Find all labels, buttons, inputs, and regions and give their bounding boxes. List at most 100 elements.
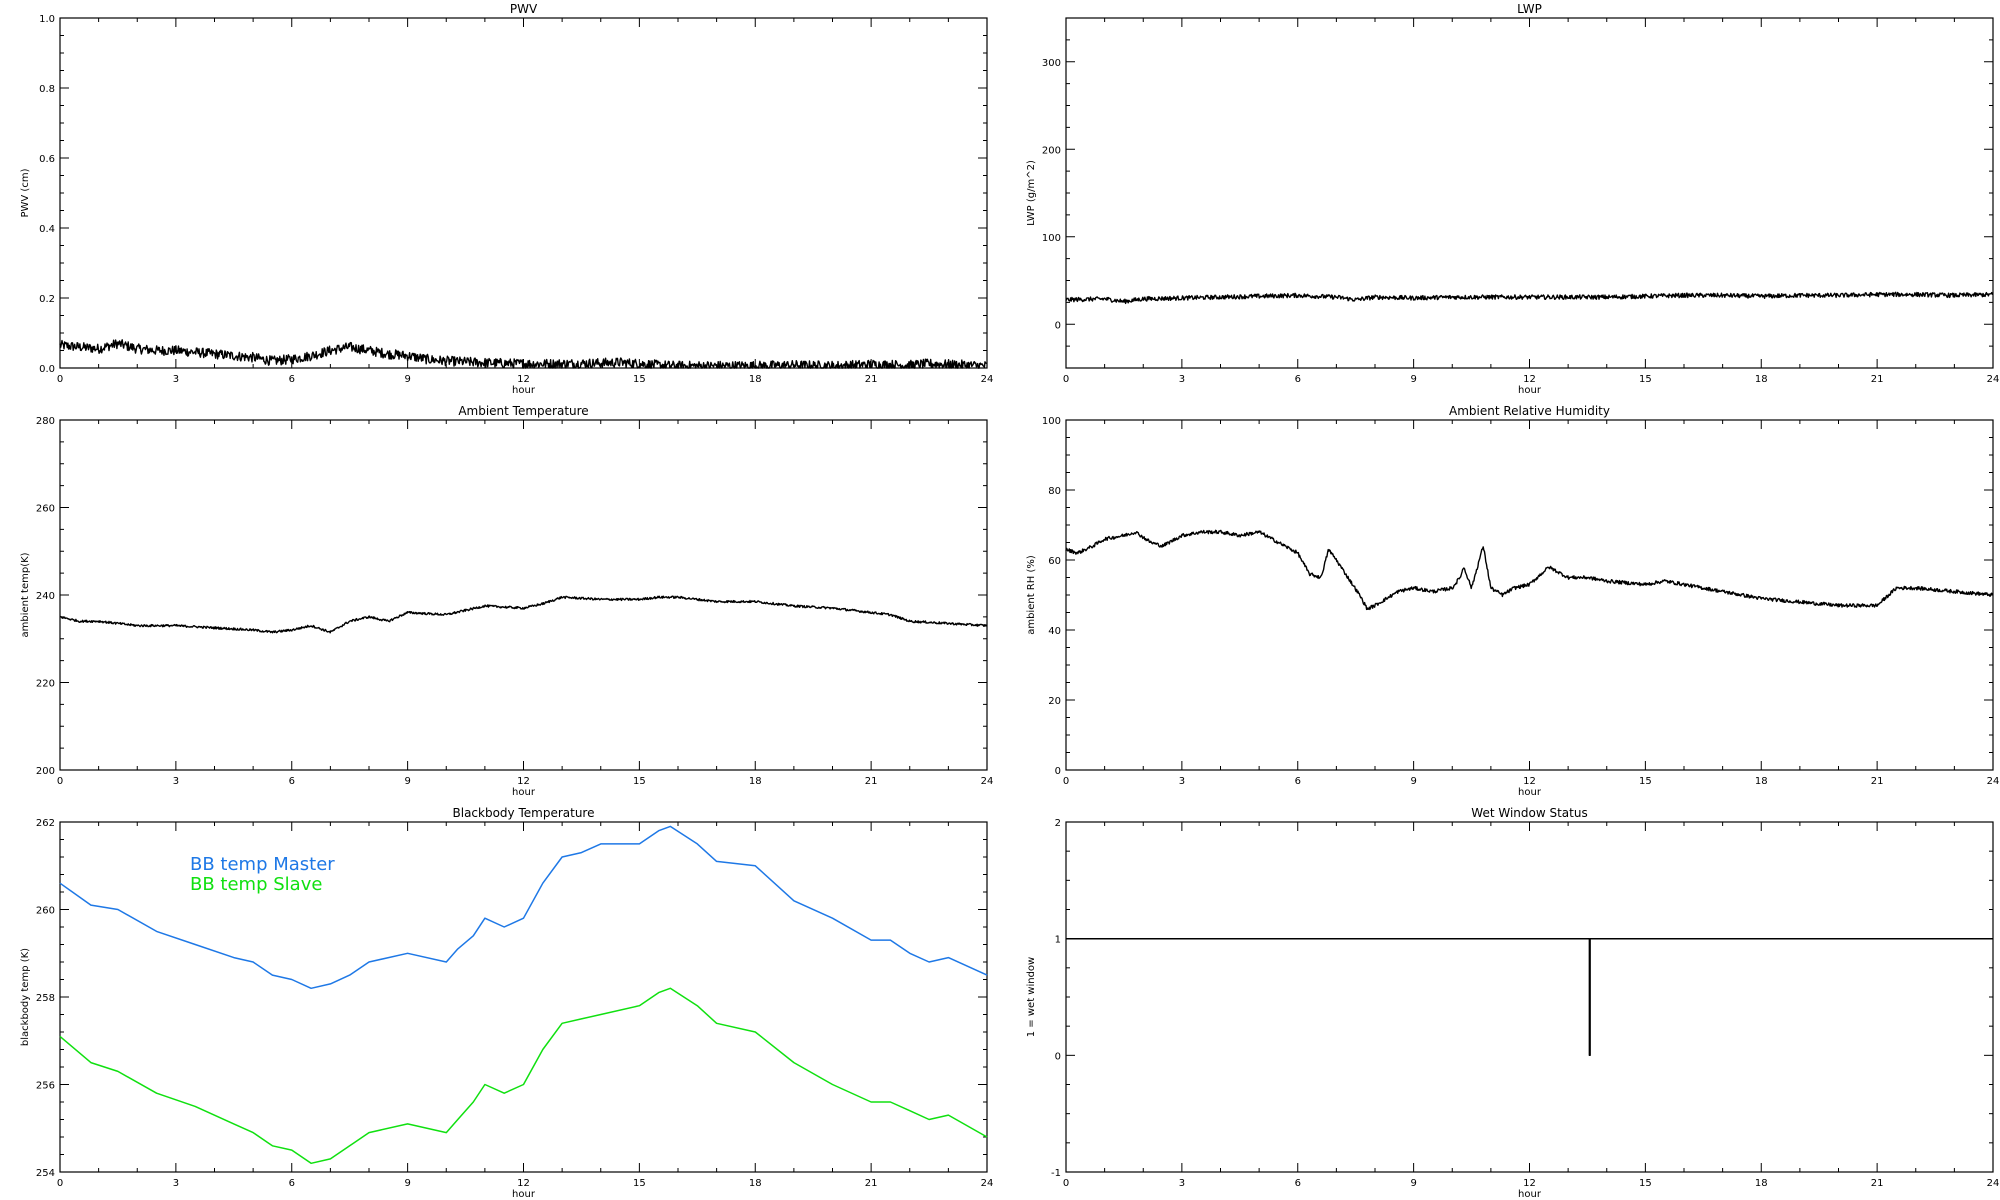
- x-tick-label: 15: [1639, 374, 1652, 385]
- x-tick-label: 24: [1987, 776, 2000, 787]
- x-tick-label: 24: [981, 776, 994, 787]
- x-tick-label: 3: [173, 776, 179, 787]
- chart-lwp: 0 3 6 9 12 15 18 21 24 0 100 200 300 LWP hour LWP (g/m^…: [1026, 2, 1999, 396]
- chart-pwv: 0 3 6 9 12 15 18 21 24 0.0 0.2 0.4 0.6 0.8 1.0 PWV hour P…: [20, 2, 993, 396]
- x-tick-label: 6: [1295, 776, 1301, 787]
- x-axis-label: hour: [512, 787, 536, 798]
- x-tick-label: 24: [1987, 374, 2000, 385]
- y-axis-label: 1 = wet window: [1026, 957, 1037, 1037]
- x-axis-label: hour: [1518, 787, 1542, 798]
- x-tick-label: 21: [865, 374, 878, 385]
- x-tick-label: 21: [1871, 1178, 1884, 1189]
- y-tick-label: 260: [36, 504, 55, 515]
- y-tick-label: 80: [1048, 486, 1061, 497]
- legend-entry: BB temp Slave: [190, 874, 322, 895]
- y-tick-label: 0: [1055, 1051, 1061, 1062]
- y-tick-label: 0: [1055, 320, 1061, 331]
- y-tick-label: 100: [1042, 233, 1061, 244]
- y-tick-label: 262: [36, 818, 55, 829]
- y-axis-label: ambient RH (%): [1026, 555, 1037, 635]
- y-tick-label: 200: [36, 766, 55, 777]
- y-tick-label: 280: [36, 416, 55, 427]
- plot-frame: [59, 419, 988, 771]
- x-tick-label: 18: [749, 374, 762, 385]
- x-tick-label: 24: [981, 1178, 994, 1189]
- y-axis-label: ambient temp(K): [20, 552, 31, 637]
- chart-title: PWV: [510, 2, 538, 16]
- x-tick-label: 9: [1410, 776, 1416, 787]
- x-tick-label: 18: [1755, 1178, 1768, 1189]
- y-axis-label: PWV (cm): [20, 168, 31, 217]
- y-tick-label: 0: [1055, 766, 1061, 777]
- x-tick-label: 12: [1523, 1178, 1536, 1189]
- x-tick-label: 21: [865, 776, 878, 787]
- y-tick-label: 260: [36, 906, 55, 917]
- y-tick-label: 60: [1048, 556, 1061, 567]
- x-tick-label: 12: [517, 776, 530, 787]
- x-axis-label: hour: [1518, 1189, 1542, 1200]
- plot-frame: [1065, 17, 1994, 369]
- y-tick-label: 40: [1048, 626, 1061, 637]
- y-tick-label: 240: [36, 591, 55, 602]
- x-tick-label: 18: [1755, 776, 1768, 787]
- series-line-wet-window-0: [1066, 937, 1993, 1057]
- x-tick-label: 12: [517, 374, 530, 385]
- x-tick-label: 15: [633, 776, 646, 787]
- y-tick-label: 0.2: [39, 294, 55, 305]
- x-tick-label: 12: [1523, 374, 1536, 385]
- x-tick-label: 15: [633, 374, 646, 385]
- plot-frame: [59, 17, 988, 369]
- series-line-bb-temp-slave: [59, 987, 988, 1165]
- legend-entry: BB temp Master: [190, 854, 335, 875]
- x-tick-label: 0: [57, 374, 63, 385]
- y-tick-label: 0.8: [39, 84, 55, 95]
- chart-title: Ambient Relative Humidity: [1449, 404, 1610, 418]
- x-tick-label: 12: [517, 1178, 530, 1189]
- x-tick-label: 9: [404, 374, 410, 385]
- chart-title: Wet Window Status: [1471, 806, 1587, 820]
- plot-frame: [1065, 419, 1994, 771]
- chart-title: Blackbody Temperature: [453, 806, 595, 820]
- x-tick-label: 15: [1639, 1178, 1652, 1189]
- chart-title: LWP: [1517, 2, 1542, 16]
- y-tick-label: 258: [36, 993, 55, 1004]
- y-tick-label: 20: [1048, 696, 1061, 707]
- x-tick-label: 24: [1987, 1178, 2000, 1189]
- x-tick-label: 6: [289, 776, 295, 787]
- x-tick-label: 3: [1179, 374, 1185, 385]
- x-tick-label: 6: [1295, 374, 1301, 385]
- chart-bb-temp: 0 3 6 9 12 15 18 21 24 254 256 258 260 262 Blackbody T…: [20, 806, 993, 1200]
- y-tick-label: 0.4: [39, 224, 55, 235]
- y-tick-label: 0.6: [39, 154, 55, 165]
- series-line-ambient-rh-0: [1065, 529, 1994, 611]
- y-tick-label: 1.0: [39, 14, 55, 25]
- x-tick-label: 9: [404, 776, 410, 787]
- y-tick-label: 254: [36, 1168, 55, 1179]
- x-tick-label: 15: [1639, 776, 1652, 787]
- x-tick-label: 21: [1871, 374, 1884, 385]
- series-line-ambient-temp-0: [60, 595, 988, 634]
- x-tick-label: 24: [981, 374, 994, 385]
- x-tick-label: 3: [173, 1178, 179, 1189]
- chart-ambient-temp: 0 3 6 9 12 15 18 21 24 200 220 240 260 280 Ambient Tem…: [20, 404, 993, 798]
- plot-frame: [1065, 821, 1994, 1173]
- x-tick-label: 0: [57, 776, 63, 787]
- y-tick-label: 2: [1055, 818, 1061, 829]
- x-tick-label: 15: [633, 1178, 646, 1189]
- x-tick-label: 0: [1063, 374, 1069, 385]
- y-tick-label: -1: [1051, 1168, 1061, 1179]
- y-tick-label: 220: [36, 679, 55, 690]
- x-axis-label: hour: [1518, 385, 1542, 396]
- x-axis-label: hour: [512, 1189, 536, 1200]
- x-tick-label: 12: [1523, 776, 1536, 787]
- series-line-lwp-0: [1065, 291, 1994, 305]
- y-tick-label: 256: [36, 1081, 55, 1092]
- x-tick-label: 0: [1063, 1178, 1069, 1189]
- series-line-pwv-0: [59, 339, 987, 369]
- x-tick-label: 18: [749, 1178, 762, 1189]
- x-tick-label: 6: [1295, 1178, 1301, 1189]
- x-tick-label: 6: [289, 374, 295, 385]
- y-axis-label: LWP (g/m^2): [1026, 160, 1037, 226]
